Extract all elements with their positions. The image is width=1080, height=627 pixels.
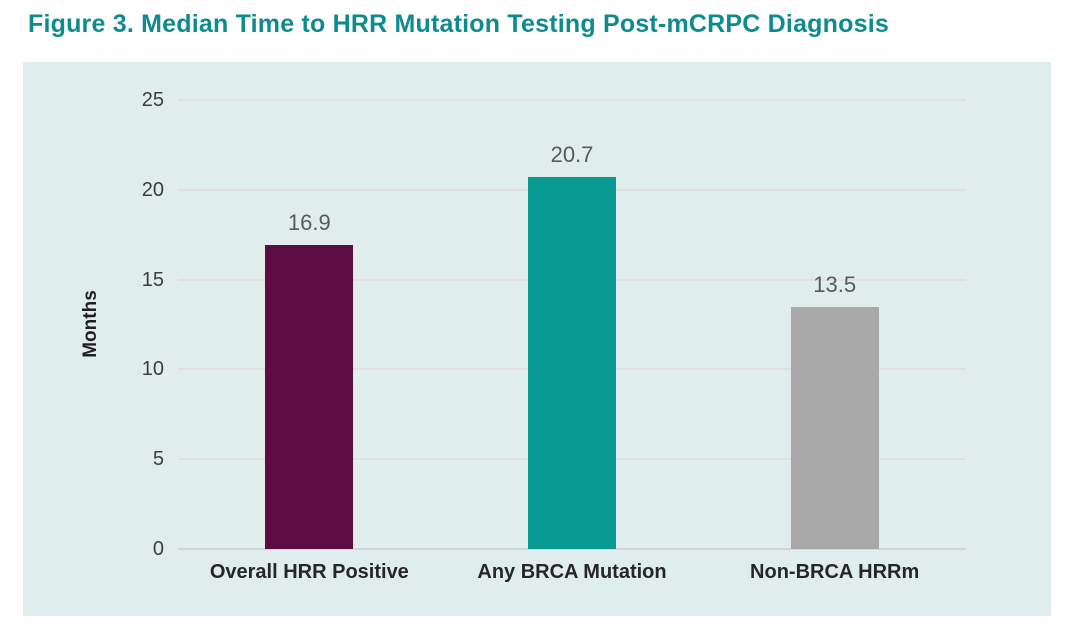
category-label-non-brca-hrrm: Non-BRCA HRRm — [750, 561, 920, 583]
category-label-overall-hrr-positive: Overall HRR Positive — [209, 561, 409, 583]
bars-container: 16.9 20.7 13.5 — [178, 100, 966, 549]
bar-any-brca-mutation — [528, 177, 616, 549]
plot-area: 0 5 10 15 20 25 16.9 20.7 13.5 Overall HRR Po… — [142, 90, 966, 583]
bar-slot-non-brca-hrrm: 13.5 — [703, 100, 966, 549]
bar-non-brca-hrrm — [790, 306, 879, 549]
y-axis-title: Months — [80, 290, 101, 358]
chart-panel: Months 0 5 10 15 20 25 16.9 20.7 13.5 — [23, 62, 1051, 616]
bar-overall-hrr-positive — [265, 245, 354, 549]
bar-slot-overall-hrr-positive: 16.9 — [178, 100, 441, 549]
y-tick-label: 25 — [141, 89, 164, 111]
y-tick-label: 0 — [152, 538, 164, 560]
bar-value-label: 16.9 — [287, 210, 331, 236]
y-tick-label: 20 — [141, 178, 164, 201]
x-axis-labels: Overall HRR Positive Any BRCA Mutation N… — [178, 561, 966, 583]
y-tick-label: 10 — [141, 358, 164, 381]
bar-value-label: 13.5 — [813, 271, 857, 297]
y-tick-label: 5 — [152, 448, 164, 471]
bar-value-label: 20.7 — [550, 142, 594, 168]
y-tick-label: 15 — [141, 268, 164, 291]
x-axis-baseline — [178, 548, 966, 550]
category-label-any-brca-mutation: Any BRCA Mutation — [477, 561, 667, 583]
figure-title: Figure 3. Median Time to HRR Mutation Te… — [28, 10, 889, 38]
bar-slot-any-brca-mutation: 20.7 — [441, 100, 704, 549]
gridline — [178, 99, 966, 101]
